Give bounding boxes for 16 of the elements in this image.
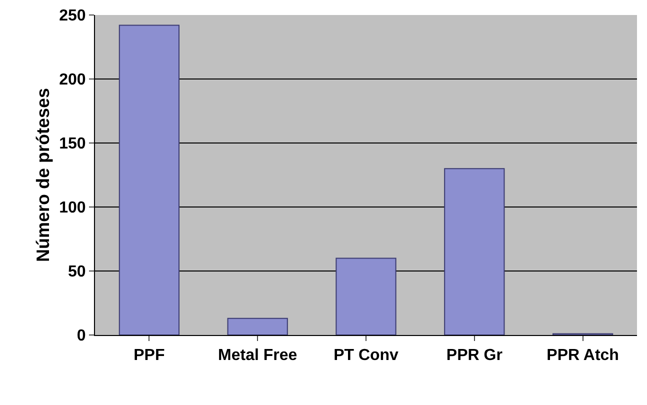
y-tick-label: 250: [59, 8, 86, 25]
y-tick-label: 50: [68, 264, 86, 281]
y-axis-title: Número de próteses: [33, 88, 53, 262]
x-tick-label: PPR Gr: [446, 347, 502, 364]
bar: [336, 258, 396, 335]
x-tick-label: PPF: [134, 347, 165, 364]
y-tick-label: 0: [76, 328, 86, 345]
x-tick-label: PT Conv: [334, 347, 399, 364]
bar: [118, 24, 180, 335]
bar: [227, 318, 288, 335]
x-tick-label: Metal Free: [218, 347, 298, 364]
bar: [444, 168, 505, 335]
y-tick-label: 200: [59, 72, 86, 89]
y-tick-label: 150: [59, 136, 86, 153]
y-tick-label: 100: [59, 200, 86, 217]
x-tick-label: PPR Atch: [546, 347, 619, 364]
